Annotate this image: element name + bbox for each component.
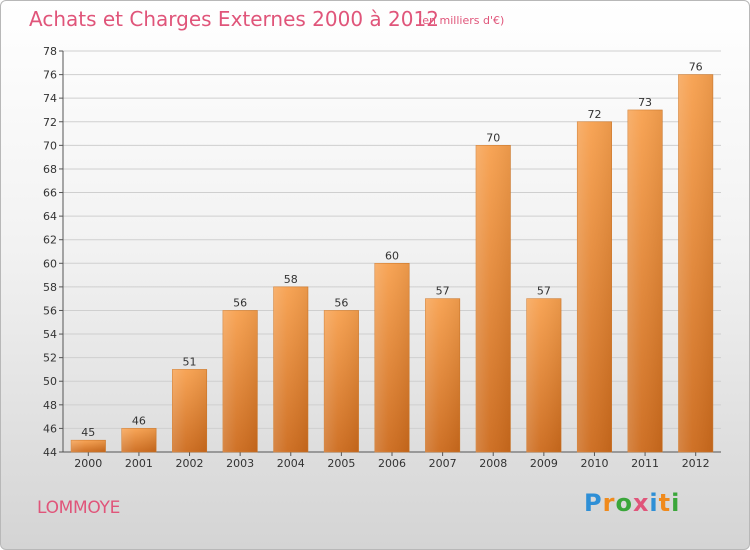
y-tick-label: 48 [43,399,57,412]
bar-value-label: 56 [233,296,247,309]
y-tick-label: 64 [43,210,57,223]
bar-shine [273,286,308,452]
bar-shine [222,310,258,452]
logo-letter: o [615,489,633,517]
x-tick-label: 2011 [631,457,659,470]
bar-value-label: 57 [436,285,450,298]
y-tick-label: 68 [43,163,57,176]
x-tick-label: 2009 [530,457,558,470]
y-tick-label: 54 [43,328,57,341]
bar-value-label: 45 [81,426,95,439]
bars [70,74,714,453]
x-tick-label: 2000 [74,457,102,470]
bar-shine [172,369,207,452]
bar-value-label: 73 [638,96,652,109]
x-tick-label: 2008 [479,457,507,470]
bar-value-label: 56 [334,296,348,309]
y-tick-label: 52 [43,352,57,365]
commune-name: LOMMOYE [37,498,121,518]
x-tick-label: 2001 [125,457,153,470]
y-tick-label: 60 [43,257,57,270]
logo-letter: r [602,489,616,517]
chart-subtitle: (en milliers d'€) [418,14,505,27]
labels: 44 46 48 50 52 54 56 58 60 62 64 66 68 70 72 74 76 78 45 20… [43,45,710,470]
bar-value-label: 60 [385,249,399,262]
x-tick-label: 2005 [327,457,355,470]
y-tick-label: 70 [43,139,57,152]
bar-shine [374,263,410,452]
bar-shine [324,310,359,452]
y-tick-label: 72 [43,116,57,129]
y-tick-label: 56 [43,304,57,317]
y-tick-label: 74 [43,92,57,105]
bar-shine [476,145,511,452]
logo-letter: i [671,489,681,517]
logo-letter: t [658,489,672,517]
proxiti-logo: Proxiti [584,489,680,517]
bar-shine [627,109,663,453]
y-tick-label: 62 [43,234,57,247]
x-tick-label: 2002 [176,457,204,470]
bar-value-label: 46 [132,414,146,427]
bar-value-label: 70 [486,131,500,144]
x-tick-label: 2007 [429,457,457,470]
x-tick-label: 2012 [682,457,710,470]
bar-shine [577,121,612,452]
y-tick-label: 46 [43,422,57,435]
y-tick-label: 76 [43,69,57,82]
bar-shine [425,298,460,452]
y-tick-label: 78 [43,45,57,58]
bar-shine [71,440,106,452]
bar-value-label: 57 [537,285,551,298]
x-tick-label: 2003 [226,457,254,470]
bar-shine [678,74,713,453]
bar-value-label: 72 [587,108,601,121]
logo-letter: P [584,489,603,517]
bar-value-label: 58 [284,273,298,286]
chart-title: Achats et Charges Externes 2000 à 2012 [29,7,439,31]
bar-value-label: 76 [689,61,703,74]
x-tick-label: 2004 [277,457,305,470]
y-tick-label: 58 [43,281,57,294]
bar-value-label: 51 [183,355,197,368]
y-tick-label: 50 [43,375,57,388]
bar-shine [121,428,157,452]
logo-letter: i [649,489,659,517]
x-tick-label: 2010 [580,457,608,470]
x-tick-label: 2006 [378,457,406,470]
y-tick-label: 44 [43,446,57,459]
bar-shine [526,298,562,452]
y-tick-label: 66 [43,187,57,200]
logo-letter: x [632,489,650,517]
